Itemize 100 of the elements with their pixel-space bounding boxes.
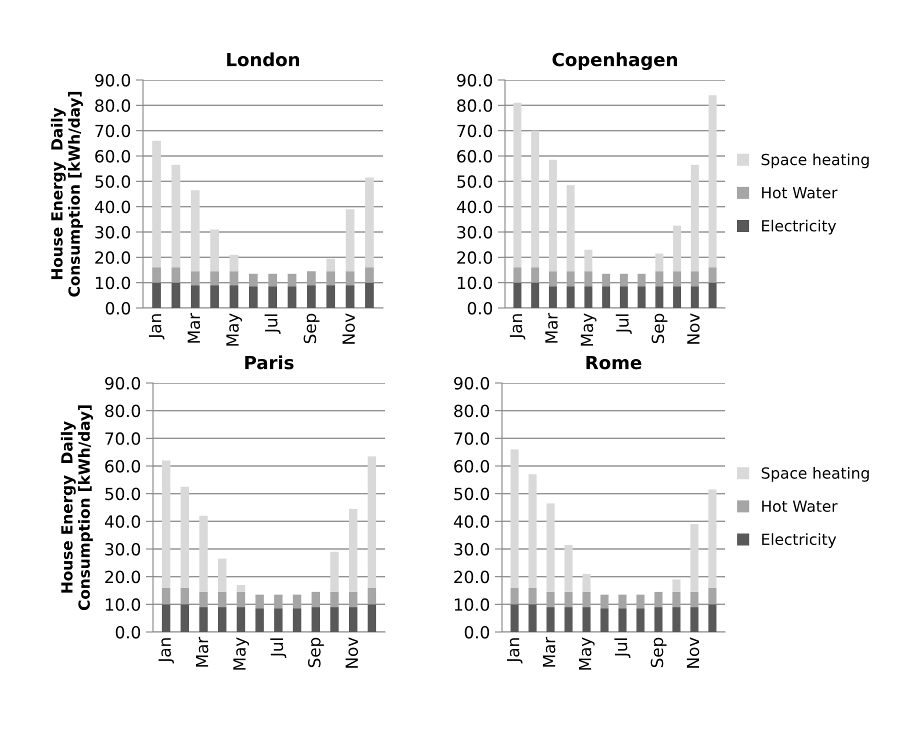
bar — [602, 286, 610, 308]
bar — [582, 607, 591, 632]
bar — [708, 267, 717, 283]
bar — [326, 285, 336, 308]
y-tick-label: 40.0 — [94, 200, 130, 214]
bar — [531, 282, 540, 308]
y-tick-label: 20.0 — [105, 570, 140, 584]
bar — [348, 607, 358, 632]
bar — [638, 286, 646, 308]
x-tick-label: Jul — [264, 314, 281, 334]
y-tick-label: 70.0 — [457, 124, 492, 138]
bar — [230, 254, 238, 272]
y-tick-label: 90.0 — [454, 376, 490, 390]
bar — [655, 271, 664, 286]
bar — [172, 282, 180, 308]
bar — [673, 271, 682, 286]
bar — [584, 286, 592, 308]
bar — [199, 516, 208, 592]
bar — [210, 271, 219, 286]
bar — [655, 254, 664, 272]
bar — [162, 604, 170, 632]
y-tick-label: 0.0 — [468, 302, 492, 315]
x-tick-label: Jan — [148, 314, 164, 340]
x-tick-label: Jan — [507, 638, 523, 664]
bar — [655, 286, 664, 308]
legend-label: Hot Water — [762, 500, 838, 512]
bar — [690, 286, 699, 308]
y-tick-label: 50.0 — [457, 175, 492, 188]
bar — [584, 271, 592, 286]
bar — [199, 607, 208, 632]
bar — [513, 102, 522, 268]
bar — [210, 229, 219, 272]
bar — [288, 286, 296, 308]
bar — [582, 574, 591, 592]
bar — [636, 608, 645, 632]
bar — [180, 604, 190, 632]
y-tick-label: 40.0 — [456, 200, 492, 214]
y-tick-label: 80.0 — [95, 99, 130, 112]
bar — [600, 594, 609, 608]
x-tick-label: Mar — [543, 636, 556, 667]
bar — [548, 160, 557, 272]
bar — [600, 608, 609, 632]
y-tick-label: 60.0 — [454, 460, 490, 473]
x-tick-label: Jul — [616, 314, 632, 334]
bar — [636, 594, 645, 608]
bar — [326, 271, 336, 286]
bar — [236, 607, 246, 632]
bar — [513, 282, 522, 308]
y-tick-label: 0.0 — [464, 626, 490, 639]
bar — [672, 607, 680, 632]
bar — [546, 592, 555, 608]
bar — [546, 607, 555, 632]
bar — [152, 282, 161, 308]
y-tick-label: 10.0 — [458, 276, 492, 290]
bar — [510, 449, 519, 588]
bar — [348, 508, 358, 592]
bar — [566, 271, 575, 286]
bar — [638, 274, 646, 286]
x-tick-label: Nov — [342, 313, 355, 344]
x-tick-label: Sep — [308, 638, 324, 668]
chart-title: Copenhagen — [552, 52, 677, 70]
bar — [690, 271, 699, 286]
y-axis-title: House Energy Daily Consumption [kWh/day] — [60, 405, 93, 610]
bar — [190, 271, 200, 286]
bar — [274, 594, 283, 608]
chart-title: London — [227, 52, 300, 66]
bar — [690, 524, 698, 592]
x-tick-label: Jan — [510, 314, 526, 340]
bar — [672, 579, 680, 592]
bar — [566, 286, 575, 308]
bar — [210, 285, 219, 308]
bar — [528, 474, 537, 588]
y-tick-label: 40.0 — [104, 515, 140, 528]
bar — [218, 592, 226, 608]
bar — [230, 285, 238, 308]
x-tick-label: May — [580, 313, 596, 346]
bar — [307, 271, 316, 286]
bar — [368, 588, 376, 604]
bar — [531, 130, 540, 268]
x-tick-label: Nov — [687, 313, 700, 344]
bar — [708, 95, 717, 268]
chart-title: Rome — [586, 356, 642, 370]
bar — [620, 286, 628, 308]
bar — [673, 286, 682, 308]
bar — [365, 282, 374, 308]
y-tick-label: 60.0 — [95, 150, 130, 163]
y-tick-label: 90.0 — [95, 74, 130, 87]
bar — [564, 544, 573, 592]
y-tick-label: 0.0 — [116, 626, 140, 639]
y-tick-label: 90.0 — [105, 376, 140, 390]
x-tick-label: May — [233, 637, 249, 670]
legend-label: Electricity — [762, 220, 836, 235]
legend-label: Space heating — [762, 466, 869, 482]
bar — [152, 267, 161, 283]
bar — [236, 584, 246, 592]
y-tick-label: 70.0 — [454, 432, 490, 445]
bar — [199, 592, 208, 608]
bar — [190, 190, 200, 272]
y-axis-title: House Energy Daily Consumption [kWh/day] — [50, 92, 83, 297]
bar — [673, 226, 682, 272]
